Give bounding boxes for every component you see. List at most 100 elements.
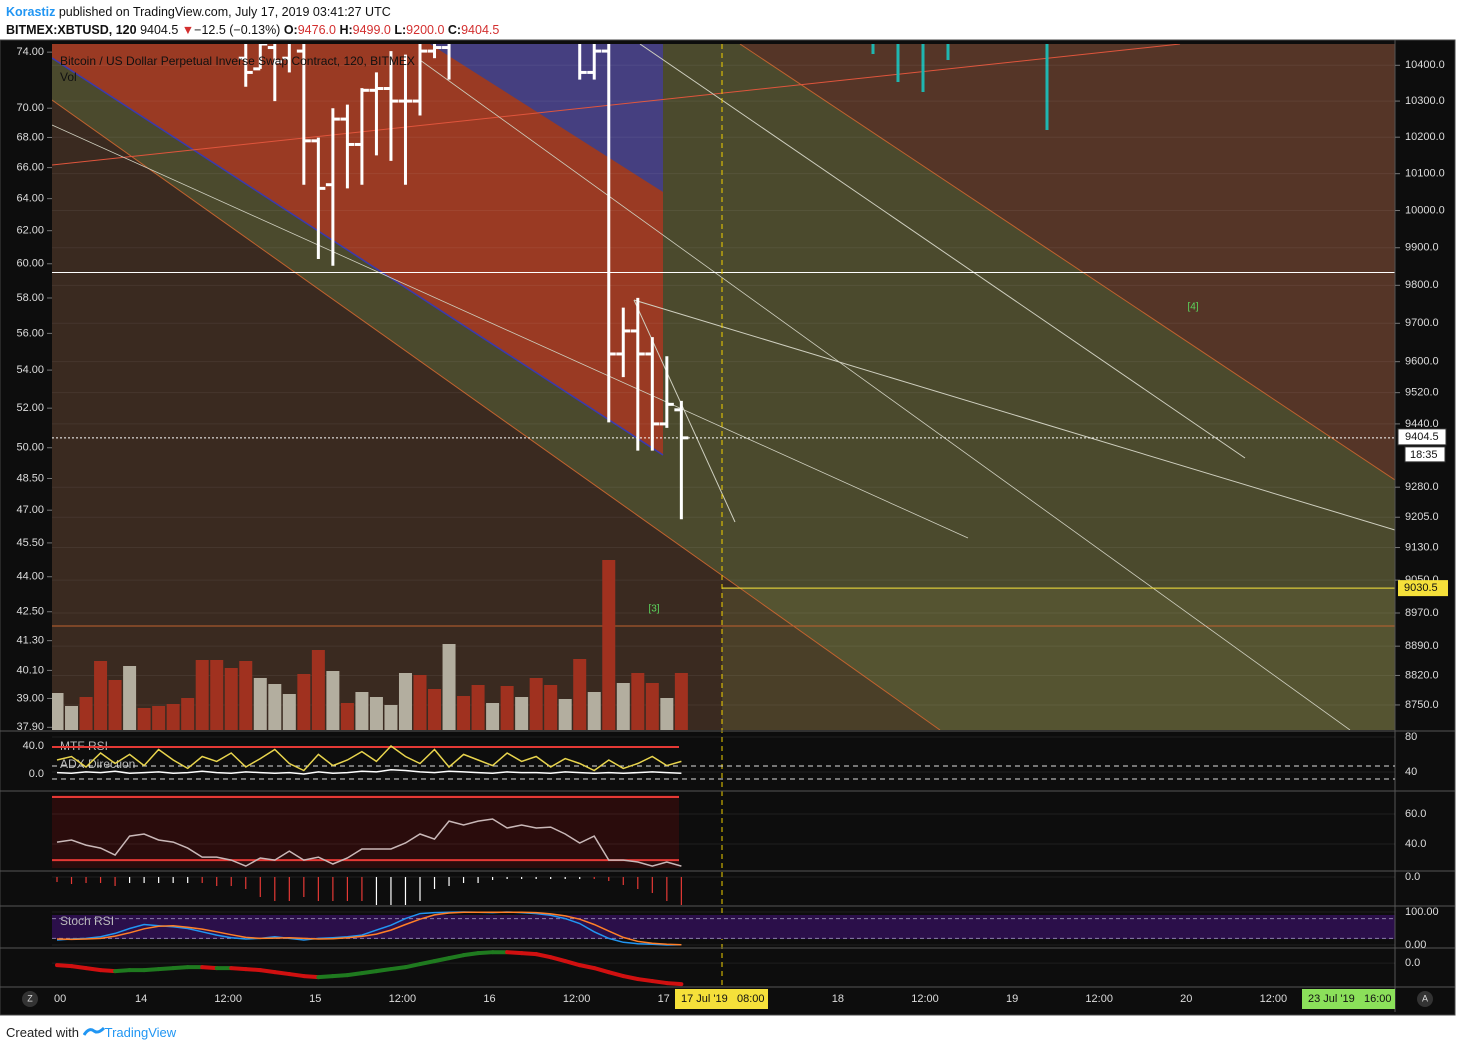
countdown: 18:35: [1410, 449, 1438, 461]
y-tick-label: 8890.0: [1405, 640, 1439, 652]
x-tick-label: 12:00: [214, 993, 242, 1005]
indicator-segment: [621, 974, 640, 982]
indicator-segment: [330, 973, 350, 979]
y-tick-label: 56.00: [16, 327, 44, 339]
x-tick-label: 19: [1006, 993, 1018, 1005]
button[interactable]: [22, 991, 38, 1007]
volume-bar: [137, 708, 151, 730]
indicator-segment: [635, 977, 655, 984]
indicator-segment: [374, 967, 393, 974]
indicator-segment: [461, 951, 481, 958]
x-tick-label: 12:00: [389, 993, 417, 1005]
volume-bar: [210, 660, 224, 730]
y-tick-label: 0.0: [1405, 871, 1420, 883]
volume-bar: [181, 698, 195, 730]
y-tick-label: 80: [1405, 731, 1417, 743]
brand[interactable]: TradingView: [104, 1025, 177, 1040]
volume-bar: [486, 703, 500, 730]
indicator-segment: [476, 950, 495, 956]
main-marks: [52, 44, 1395, 730]
y-tick-label: 74.00: [16, 46, 44, 58]
indicator-segment: [577, 963, 597, 971]
pane-band: [52, 915, 1395, 939]
x-tick-label: 00: [54, 993, 66, 1005]
indicator-segment: [519, 951, 539, 957]
x-tick-label: 20: [1180, 993, 1192, 1005]
countdown-bg: [1404, 446, 1446, 463]
volume-bar: [558, 699, 572, 730]
y-tick-label: 9130.0: [1405, 541, 1439, 553]
published: published on TradingView.com, July 17, 2…: [58, 5, 391, 19]
y-tick-label: 54.00: [16, 364, 44, 376]
ohlc-label: O:: [283, 23, 298, 37]
chart: Bitcoin / US Dollar Perpetual Inverse Sw…: [0, 39, 1456, 1016]
y-tick-label: 9520.0: [1405, 387, 1439, 399]
indicator-segment: [592, 966, 611, 975]
volume-bar: [108, 680, 122, 730]
channel: [430, 44, 663, 192]
price-label-bg: [1398, 580, 1448, 597]
volume-bar: [384, 705, 398, 730]
y-tick-label: 8970.0: [1405, 607, 1439, 619]
footer-text: Created with: [6, 1025, 79, 1040]
volume-bar: [529, 678, 543, 730]
indicator-segment: [258, 968, 277, 975]
y-tick-label: 68.00: [16, 131, 44, 143]
y-tick-label: 64.00: [16, 193, 44, 205]
ohlc-label: L:: [394, 23, 407, 37]
chart-title: Bitcoin / US Dollar Perpetual Inverse Sw…: [60, 54, 415, 68]
header-line: Korastiz published on TradingView.com, J…: [6, 3, 499, 21]
indicator-segment: [418, 959, 437, 967]
y-tick-label: 52.00: [16, 402, 44, 414]
volume-bar: [152, 706, 166, 730]
volume-bar: [631, 673, 645, 730]
x-tick-label: 12:00: [1085, 993, 1113, 1005]
indicator-segment: [171, 965, 190, 971]
y-tick-label: 9440.0: [1405, 418, 1439, 430]
y-tick-label: 50.00: [16, 442, 44, 454]
volume-bar: [544, 685, 558, 730]
ohlc-value: 9476.0: [297, 23, 336, 37]
ohlc-value: 9404.5: [461, 23, 500, 37]
volume-bar: [674, 673, 688, 730]
button-label[interactable]: A: [1422, 993, 1428, 1003]
indicator-segment: [301, 974, 321, 980]
ohlc-label: C:: [447, 23, 462, 37]
y-tick-label: 10100.0: [1405, 168, 1445, 180]
alert-price-label: 9030.5: [1404, 582, 1438, 594]
volume-bar: [457, 696, 471, 730]
indicator-segment: [563, 959, 582, 968]
indicator-segment: [505, 950, 524, 956]
date-tag-date: 17 Jul '19: [681, 993, 728, 1005]
volume-bar: [166, 704, 180, 730]
volume-bar: [123, 666, 137, 730]
y-tick-label: 0.0: [1405, 957, 1420, 969]
volume-bar: [79, 697, 93, 730]
ohlc-value: 9499.0: [352, 23, 391, 37]
pane-band: [52, 795, 679, 868]
x-tick-label: 15: [309, 993, 321, 1005]
volume-bar: [660, 698, 674, 730]
symbol-line: BITMEX:XBTUSD, 120 9404.5 ▼−12.5 (−0.13%…: [6, 21, 499, 39]
header: Korastiz published on TradingView.com, J…: [6, 3, 499, 39]
indicator-segment: [534, 952, 553, 960]
trend-line: [419, 59, 1351, 730]
trend-line: [52, 124, 969, 539]
volume-bar: [224, 668, 238, 730]
indicator-segment: [403, 962, 422, 970]
volume-bar: [587, 692, 601, 730]
channel: [52, 58, 663, 534]
indicator-segment: [272, 970, 292, 977]
button-label[interactable]: Z: [27, 993, 33, 1003]
author[interactable]: Korastiz: [6, 5, 56, 19]
pane-dividers: [0, 40, 1455, 1012]
y-tick-label: 100.00: [1405, 906, 1439, 918]
volume-bar: [616, 683, 630, 730]
indicator-segment: [229, 966, 248, 972]
indicator-segment: [650, 979, 669, 986]
indicator-segment: [200, 965, 219, 971]
button[interactable]: [1417, 991, 1433, 1007]
indicator-line: [56, 911, 682, 946]
zone: [722, 587, 1395, 730]
